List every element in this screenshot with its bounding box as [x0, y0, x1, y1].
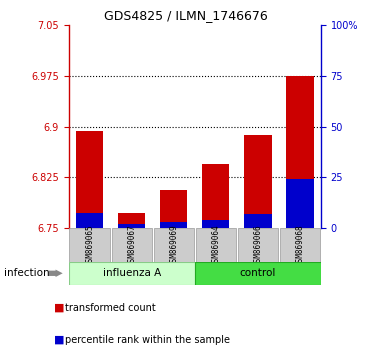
Bar: [286, 76, 313, 228]
Bar: [112, 228, 152, 262]
Bar: [154, 228, 194, 262]
Text: influenza A: influenza A: [102, 268, 161, 279]
Bar: [244, 214, 272, 228]
Bar: [118, 213, 145, 228]
Text: ■: ■: [54, 303, 64, 313]
Text: transformed count: transformed count: [65, 303, 156, 313]
Bar: [286, 179, 313, 228]
Bar: [196, 228, 236, 262]
Bar: [202, 164, 230, 228]
Bar: [76, 213, 103, 228]
Bar: [118, 224, 145, 228]
Bar: [195, 262, 321, 285]
Bar: [280, 228, 320, 262]
Bar: [160, 222, 187, 228]
Text: GSM869069: GSM869069: [169, 224, 178, 266]
Bar: [160, 190, 187, 228]
Text: ■: ■: [54, 335, 64, 345]
Bar: [69, 228, 110, 262]
Bar: [76, 131, 103, 228]
Text: infection: infection: [4, 268, 49, 278]
Text: GDS4825 / ILMN_1746676: GDS4825 / ILMN_1746676: [104, 9, 267, 22]
Bar: [244, 135, 272, 228]
Text: percentile rank within the sample: percentile rank within the sample: [65, 335, 230, 345]
Bar: [238, 228, 278, 262]
Text: control: control: [240, 268, 276, 279]
Bar: [202, 220, 230, 228]
Text: GSM869067: GSM869067: [127, 224, 136, 266]
Text: GSM869066: GSM869066: [253, 224, 262, 266]
Text: GSM869065: GSM869065: [85, 224, 94, 266]
Bar: [69, 262, 195, 285]
Text: GSM869064: GSM869064: [211, 224, 220, 266]
Text: GSM869068: GSM869068: [295, 224, 304, 266]
FancyArrow shape: [48, 270, 63, 277]
